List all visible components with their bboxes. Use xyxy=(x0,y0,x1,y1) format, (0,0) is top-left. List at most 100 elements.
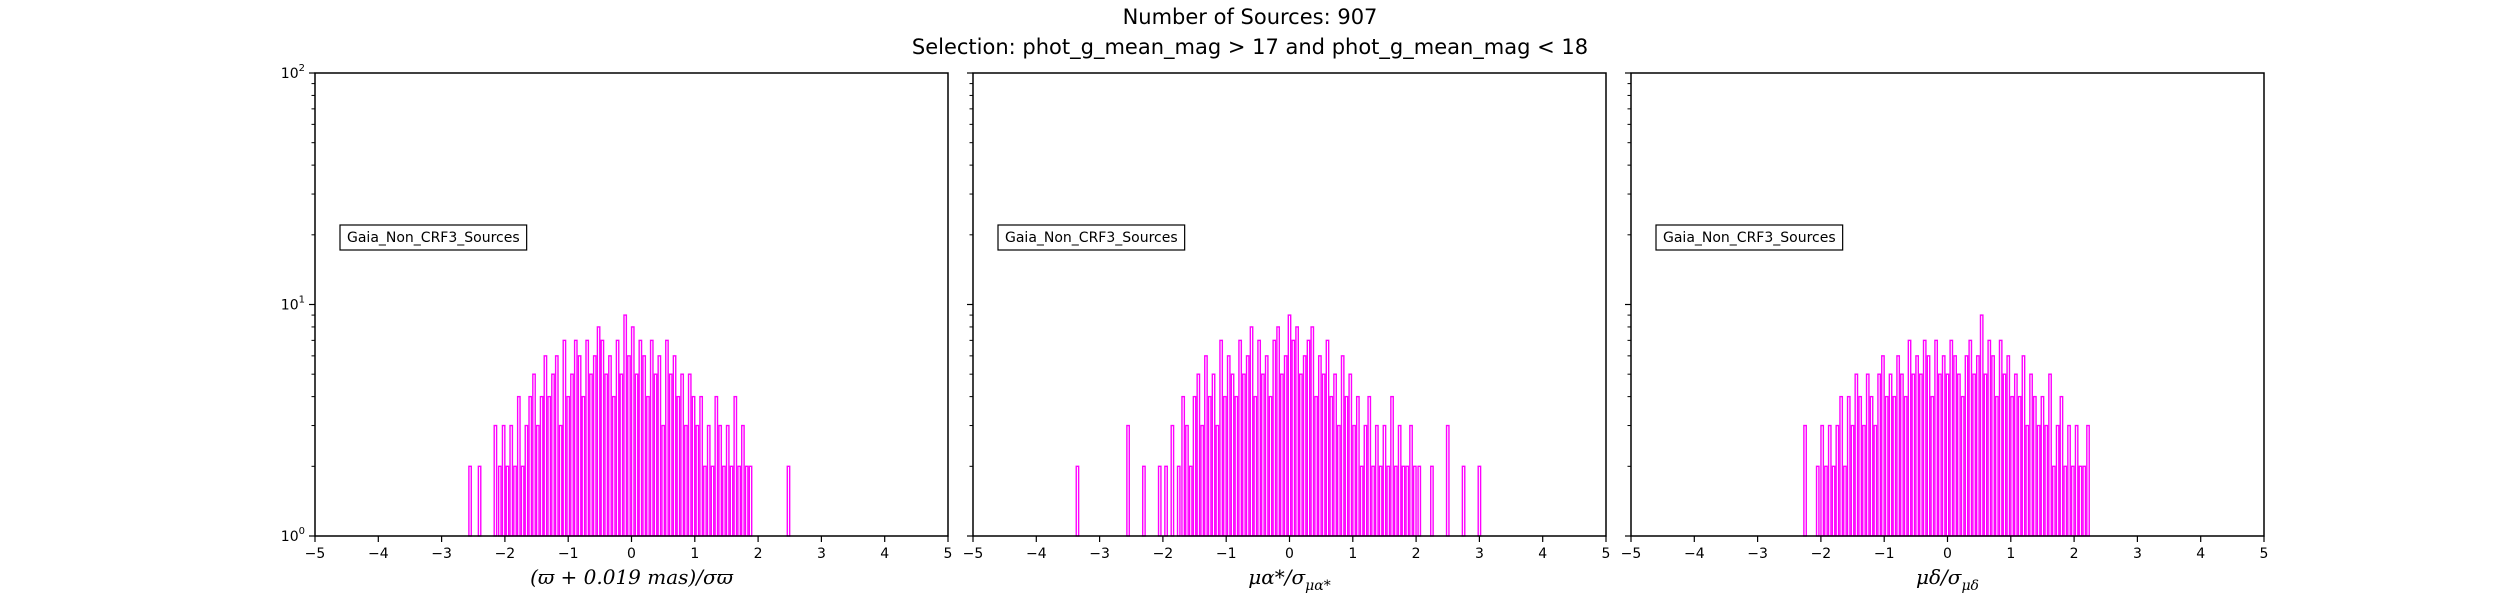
histogram-bar xyxy=(1276,326,1281,537)
histogram-bar xyxy=(532,373,536,537)
histogram-bar xyxy=(1949,339,1954,537)
histogram-bar xyxy=(1412,465,1417,537)
histogram-bar xyxy=(1348,373,1353,537)
histogram-bar xyxy=(581,395,586,537)
histogram-bar xyxy=(1363,424,1368,537)
x-tick-label: −2 xyxy=(1811,546,1832,562)
histogram-bar xyxy=(672,355,677,537)
histogram-bar xyxy=(1858,395,1863,537)
histogram-bar xyxy=(1386,465,1391,537)
histogram-bar xyxy=(1888,373,1893,537)
histogram-bar xyxy=(543,355,548,537)
histogram-bar xyxy=(703,465,707,537)
histogram-bar xyxy=(1268,395,1273,537)
histogram-bar xyxy=(1896,355,1901,537)
histogram-bar xyxy=(634,373,639,537)
legend: Gaia_Non_CRF3_Sources xyxy=(1655,224,1844,251)
histogram-bar xyxy=(1374,424,1379,537)
histogram-bar xyxy=(733,395,738,537)
x-tick-label: −3 xyxy=(431,546,452,562)
histogram-bar xyxy=(2074,424,2079,537)
x-tick-label: 2 xyxy=(2070,546,2079,562)
histogram-bar xyxy=(1854,373,1859,537)
y-tick-label: 102 xyxy=(281,63,305,82)
legend-label: Gaia_Non_CRF3_Sources xyxy=(1005,230,1178,246)
histogram-bar xyxy=(2063,465,2068,537)
histogram-bar xyxy=(1991,355,1995,537)
histogram-bar xyxy=(1200,424,1205,537)
histogram-bar xyxy=(1900,373,1904,537)
histogram-bar xyxy=(744,465,749,537)
histogram-bar xyxy=(2070,465,2075,537)
histogram-bar xyxy=(710,465,715,537)
histogram-bar xyxy=(2051,465,2056,537)
histogram-bar xyxy=(1815,465,1820,537)
histogram-bar xyxy=(2021,355,2026,537)
histogram-bar xyxy=(1329,395,1334,537)
x-tick-label: 1 xyxy=(690,546,699,562)
histogram-bar xyxy=(1333,373,1337,537)
histogram-bar xyxy=(1979,314,1984,537)
legend-box xyxy=(1655,224,1844,251)
histogram-bar xyxy=(680,373,685,537)
histogram-bar xyxy=(1378,465,1383,537)
histogram-bar xyxy=(1196,373,1201,537)
histogram-bar xyxy=(1142,465,1146,537)
histogram-bar xyxy=(706,424,711,537)
histogram-bar xyxy=(1126,424,1130,537)
histogram-bar xyxy=(539,395,544,537)
histogram-bar xyxy=(1325,339,1330,537)
histogram-bar xyxy=(1264,355,1269,537)
histogram-bar xyxy=(1310,326,1315,537)
histogram-bar xyxy=(1994,395,1999,537)
histogram-bar xyxy=(2032,395,2037,537)
histogram-bar xyxy=(1352,424,1356,537)
histogram-bar xyxy=(1998,339,2003,537)
histogram-bar xyxy=(725,424,730,537)
histogram-bar xyxy=(1257,339,1262,537)
legend: Gaia_Non_CRF3_Sources xyxy=(339,224,528,251)
x-tick-label: 5 xyxy=(1602,546,1611,562)
x-tick-label: −3 xyxy=(1089,546,1110,562)
histogram-bar xyxy=(1390,395,1394,537)
histogram-bar xyxy=(1926,355,1931,537)
x-tick-label: 0 xyxy=(1943,546,1952,562)
x-tick-label: −5 xyxy=(1621,546,1642,562)
histogram-bar xyxy=(714,395,719,537)
x-tick-label: −2 xyxy=(1153,546,1174,562)
histogram-bar xyxy=(676,395,681,537)
histogram-bar xyxy=(729,465,734,537)
histogram-bar xyxy=(1219,339,1224,537)
histogram-bar xyxy=(699,395,704,537)
histogram-panel-2: −5 −4 −3 −2 −1 0 1 2 3 4 5 Gaia_Non_CRF3_Sources μα*… xyxy=(963,72,1611,594)
histogram-bar xyxy=(1321,373,1326,537)
histogram-bar xyxy=(1207,395,1212,537)
x-tick-label: 5 xyxy=(944,546,953,562)
histogram-bar xyxy=(1382,424,1387,537)
histogram-bar xyxy=(1401,465,1406,537)
histogram-bar xyxy=(2006,355,2011,537)
histogram-bar xyxy=(573,339,578,537)
axes-frame xyxy=(972,72,1607,537)
histogram-bar xyxy=(566,395,571,537)
x-tick-label: 2 xyxy=(1412,546,1421,562)
histogram-bar xyxy=(684,424,688,537)
histogram-bar xyxy=(2055,424,2060,537)
histogram-bar xyxy=(1919,373,1923,537)
histogram-bar xyxy=(1892,395,1897,537)
histogram-bar xyxy=(1877,373,1882,537)
legend: Gaia_Non_CRF3_Sources xyxy=(997,224,1186,251)
x-tick-label: 3 xyxy=(1475,546,1484,562)
histogram-bar xyxy=(1306,339,1311,537)
histogram-bar xyxy=(558,424,563,537)
histogram-bar xyxy=(695,424,700,537)
histogram-bar xyxy=(1283,355,1288,537)
histogram-bar xyxy=(1164,465,1168,537)
histogram-bar xyxy=(1157,465,1162,537)
legend-box xyxy=(997,224,1186,251)
histogram-bar xyxy=(1820,424,1825,537)
histogram-bar xyxy=(535,424,540,537)
histogram-bar xyxy=(2044,424,2049,537)
y-tick-label: 100 xyxy=(281,526,305,545)
